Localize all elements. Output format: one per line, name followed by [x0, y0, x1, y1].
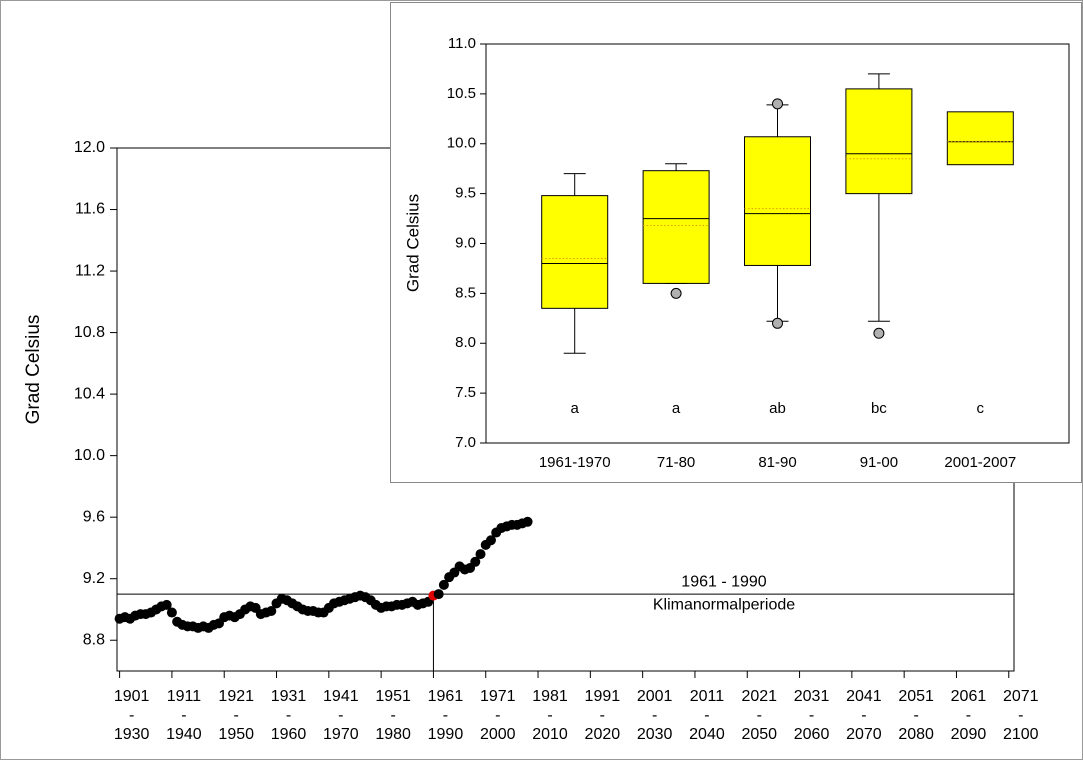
y-tick-label: 10.8 — [74, 324, 105, 341]
x-tick-label: 1971 - 2000 — [479, 688, 516, 743]
x-tick-label: 2001-2007 — [944, 454, 1016, 471]
y-tick-label: 10.0 — [447, 135, 476, 152]
box — [946, 111, 1014, 166]
y-tick-label: 11.6 — [75, 201, 105, 218]
point — [166, 607, 177, 618]
y-tick-label: 9.5 — [455, 185, 476, 202]
point — [433, 589, 444, 600]
outlier — [772, 317, 783, 329]
x-tick-label: 2021 - 2050 — [741, 688, 778, 743]
point — [475, 549, 486, 560]
group-label: c — [977, 400, 985, 417]
box — [845, 88, 913, 195]
y-tick-label: 10.4 — [74, 385, 105, 402]
x-tick-label: 1981 - 2010 — [532, 688, 568, 743]
y-tick-label: 7.5 — [455, 384, 476, 401]
box — [744, 136, 811, 266]
point — [266, 606, 277, 617]
y-tick-label: 12.0 — [74, 139, 105, 156]
y-tick-label: 9.2 — [83, 570, 105, 587]
y-tick-label: 9.0 — [455, 234, 476, 251]
outlier — [873, 327, 885, 339]
group-label: a — [672, 400, 681, 417]
x-tick-label: 71-80 — [657, 454, 695, 471]
x-tick-label: 1901 - 1930 — [113, 688, 150, 743]
x-tick-label: 2071 - 2100 — [1002, 688, 1039, 743]
x-tick-label: 1961-1970 — [539, 454, 611, 471]
outlier — [670, 287, 682, 299]
annotation: 1961 - 1990 — [681, 573, 767, 590]
x-tick-label: 2041 - 2070 — [846, 688, 882, 743]
y-tick-label: 8.0 — [455, 334, 476, 351]
point — [470, 556, 481, 567]
x-tick-label: 2051 - 2080 — [898, 688, 934, 743]
box — [541, 195, 609, 309]
group-label: a — [571, 400, 580, 417]
y-tick-label: 11.0 — [448, 35, 476, 52]
x-tick-label: 1931 - 1960 — [270, 688, 307, 743]
y-axis-label: Grad Celsius — [23, 315, 44, 425]
x-tick-label: 1951 - 1980 — [375, 688, 411, 743]
y-tick-label: 10.5 — [447, 85, 476, 102]
point — [161, 599, 172, 610]
x-tick-label: 1941 - 1970 — [323, 688, 359, 743]
annotation: Klimanormalperiode — [653, 596, 795, 613]
y-tick-label: 11.2 — [75, 262, 105, 279]
point — [438, 579, 449, 590]
y-tick-label: 9.6 — [83, 508, 105, 525]
group-label: ab — [769, 400, 786, 417]
inset-panel — [390, 2, 1082, 483]
x-tick-label: 2011 - 2040 — [689, 688, 725, 743]
x-tick-label: 91-00 — [860, 454, 898, 471]
x-tick-label: 81-90 — [758, 454, 796, 471]
y-axis-label: Grad Celsius — [403, 194, 422, 292]
x-tick-label: 2061 - 2090 — [950, 688, 987, 743]
point — [485, 535, 496, 546]
y-tick-label: 7.0 — [455, 434, 476, 451]
y-tick-label: 8.8 — [83, 631, 105, 648]
x-tick-label: 1911 - 1940 — [166, 688, 202, 743]
point — [522, 516, 533, 527]
group-label: bc — [871, 400, 887, 417]
outlier — [772, 98, 783, 110]
box — [642, 170, 710, 284]
x-tick-label: 1961 - 1990 — [427, 688, 464, 743]
y-tick-label: 8.5 — [455, 284, 476, 301]
x-tick-label: 2031 - 2060 — [793, 688, 830, 743]
x-tick-label: 1991 - 2020 — [584, 688, 621, 743]
x-tick-label: 2001 - 2030 — [636, 688, 673, 743]
y-tick-label: 10.0 — [74, 447, 105, 464]
x-tick-label: 1921 - 1950 — [218, 688, 255, 743]
